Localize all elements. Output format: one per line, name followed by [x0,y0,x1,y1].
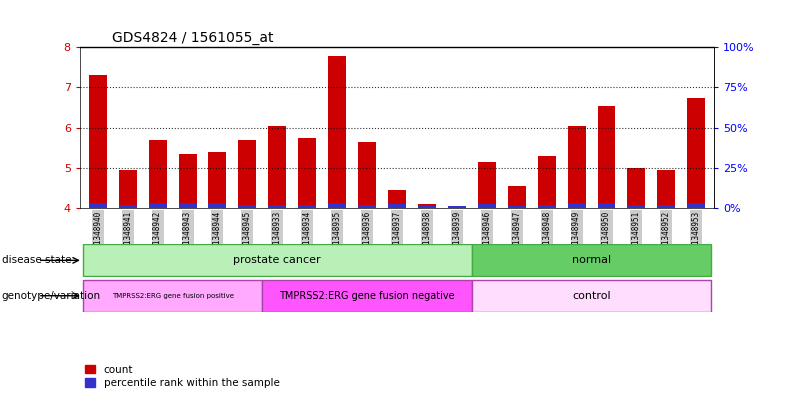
Bar [148,140,167,208]
Bar [567,126,586,208]
Bar [119,170,136,208]
Bar [208,152,227,208]
Bar [687,97,705,208]
Bar [268,126,286,208]
Bar [263,280,472,312]
Bar [538,156,555,208]
Bar [658,205,675,208]
Bar [567,204,586,208]
Bar [179,154,196,208]
Bar [418,206,436,208]
Bar [687,204,705,208]
Bar [148,204,167,208]
Bar [508,186,526,208]
Bar [658,170,675,208]
Legend: count, percentile rank within the sample: count, percentile rank within the sample [85,365,279,388]
Bar [328,204,346,208]
Text: GDS4824 / 1561055_at: GDS4824 / 1561055_at [112,31,273,45]
Text: disease state: disease state [2,255,71,265]
Text: control: control [572,291,610,301]
Bar [83,280,263,312]
Bar [83,244,472,276]
Bar [89,204,107,208]
Bar [298,205,316,208]
Bar [472,280,711,312]
Text: prostate cancer: prostate cancer [234,255,321,265]
Text: TMPRSS2:ERG gene fusion negative: TMPRSS2:ERG gene fusion negative [279,291,455,301]
Text: TMPRSS2:ERG gene fusion positive: TMPRSS2:ERG gene fusion positive [112,293,234,299]
Text: genotype/variation: genotype/variation [2,291,101,301]
Bar [472,244,711,276]
Bar [418,204,436,208]
Bar [448,206,466,208]
Bar [508,206,526,208]
Bar [268,205,286,208]
Bar [448,206,466,208]
Bar [328,56,346,208]
Bar [538,205,555,208]
Bar [598,106,615,208]
Bar [208,204,227,208]
Bar [298,138,316,208]
Bar [239,205,256,208]
Bar [627,168,646,208]
Bar [388,190,406,208]
Bar [179,204,196,208]
Bar [358,142,376,208]
Bar [627,205,646,208]
Bar [119,205,136,208]
Bar [89,75,107,208]
Bar [478,204,496,208]
Text: normal: normal [572,255,611,265]
Bar [478,162,496,208]
Bar [388,204,406,208]
Bar [598,204,615,208]
Bar [358,205,376,208]
Bar [239,140,256,208]
